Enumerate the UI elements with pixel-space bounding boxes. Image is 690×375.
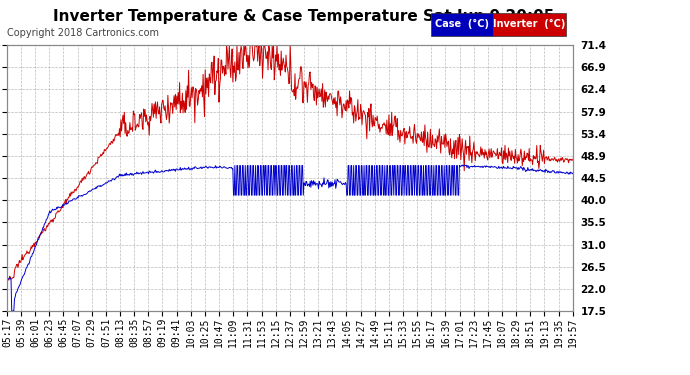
Text: Case  (°C): Case (°C) [435,20,489,29]
Text: Inverter  (°C): Inverter (°C) [493,20,566,29]
Text: Copyright 2018 Cartronics.com: Copyright 2018 Cartronics.com [7,28,159,38]
Text: Inverter Temperature & Case Temperature Sat Jun 9 20:05: Inverter Temperature & Case Temperature … [53,9,554,24]
